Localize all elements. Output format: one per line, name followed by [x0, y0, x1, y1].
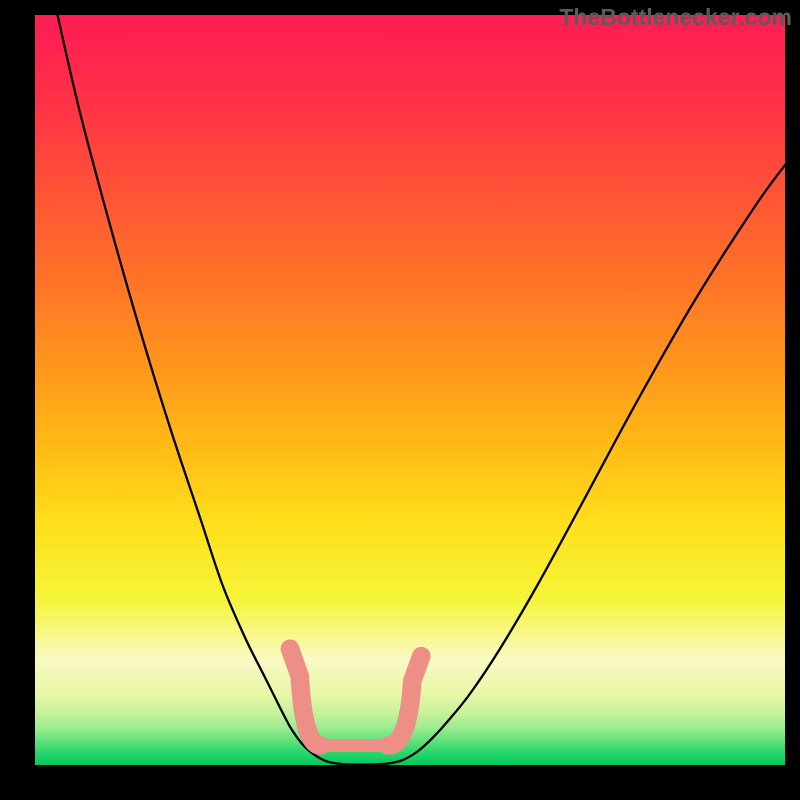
overlay-dot: [403, 672, 422, 691]
overlay-dot: [290, 667, 309, 686]
plot-area: [35, 15, 785, 765]
gradient-background: [35, 15, 785, 765]
overlay-dot: [412, 647, 431, 666]
plot-svg: [35, 15, 785, 765]
overlay-dot: [281, 639, 300, 658]
overlay-bar: [314, 739, 395, 752]
chart-frame: TheBottlenecker.com: [0, 0, 800, 800]
watermark-text: TheBottlenecker.com: [559, 4, 792, 31]
